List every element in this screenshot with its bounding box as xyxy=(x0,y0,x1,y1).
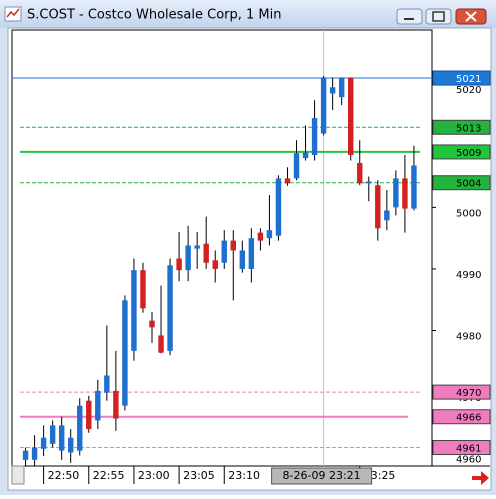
candle-body xyxy=(22,450,29,460)
candle-body xyxy=(95,390,101,421)
candle-body xyxy=(104,375,110,393)
candle-body xyxy=(302,152,309,159)
price-level-label: 4966 xyxy=(456,413,481,424)
candle-body xyxy=(122,300,128,406)
price-level-label: 4961 xyxy=(456,444,481,455)
candle-body xyxy=(329,87,336,94)
candle-body xyxy=(375,185,381,229)
candle-body xyxy=(58,425,65,451)
price-level-tag xyxy=(432,175,491,191)
candle-body xyxy=(284,178,291,184)
y-tick-label: 4980 xyxy=(456,332,481,343)
candle-body xyxy=(77,405,83,451)
candle-body xyxy=(203,243,209,263)
y-tick-label: 4990 xyxy=(456,270,481,281)
candle-body xyxy=(40,437,47,449)
candle-body xyxy=(221,240,227,263)
candle-body xyxy=(86,400,92,430)
candle-body xyxy=(384,210,390,221)
maximize-icon xyxy=(432,11,445,22)
candle-body xyxy=(320,78,327,134)
candle-body xyxy=(140,270,146,309)
y-tick-label: 4960 xyxy=(456,455,481,466)
price-level-label: 5013 xyxy=(456,123,481,134)
scroll-handle[interactable] xyxy=(11,465,25,485)
candle-body xyxy=(357,163,363,184)
candle-body xyxy=(411,165,417,209)
y-tick-label: 5020 xyxy=(456,85,481,96)
candle-body xyxy=(149,320,155,328)
candle-body xyxy=(49,425,56,444)
x-tick-label: 23:05 xyxy=(183,469,215,482)
candle-body xyxy=(230,240,236,251)
candle-body xyxy=(31,447,38,460)
candle-body xyxy=(266,230,273,239)
candle-body xyxy=(167,265,173,351)
candle-body xyxy=(68,437,74,453)
price-level-label: 5009 xyxy=(456,148,481,159)
app-icon-line xyxy=(6,8,20,18)
candle-body xyxy=(185,245,191,271)
close-icon xyxy=(465,11,477,22)
price-level-tag xyxy=(432,440,491,456)
candle-body xyxy=(158,335,164,353)
candle-body xyxy=(402,178,408,209)
price-level-tag xyxy=(432,144,491,160)
candle-body xyxy=(293,153,300,179)
candle-body xyxy=(131,270,137,351)
candle-body xyxy=(348,77,354,156)
candle-body xyxy=(366,181,372,184)
x-tick-label: 22:55 xyxy=(93,469,125,482)
window-title: S.COST - Costco Wholesale Corp, 1 Min xyxy=(27,8,281,23)
price-level-tag xyxy=(432,119,491,135)
price-level-tag xyxy=(432,384,491,400)
candle-body xyxy=(194,245,200,249)
minimize-button[interactable] xyxy=(396,8,423,25)
candle-body xyxy=(311,118,318,156)
crosshair-label-box xyxy=(271,467,373,485)
candle-body xyxy=(212,260,218,269)
candle-body xyxy=(275,178,282,236)
price-level-label: 5021 xyxy=(456,74,481,85)
y-tick-label: 5000 xyxy=(456,208,481,219)
price-level-label: 5004 xyxy=(456,179,481,190)
candle-body xyxy=(176,258,182,271)
price-level-tag xyxy=(432,409,491,425)
candle-body xyxy=(239,250,246,269)
x-tick-label: 23:00 xyxy=(138,469,170,482)
scroll-right-arrow[interactable] xyxy=(472,471,489,485)
candle-body xyxy=(113,390,119,419)
price-level-tag xyxy=(432,70,491,86)
candle-body xyxy=(338,77,345,98)
x-tick-label: 23:10 xyxy=(228,469,260,482)
candle-body xyxy=(248,238,255,269)
price-level-label: 4970 xyxy=(456,388,481,399)
x-tick-label: 22:50 xyxy=(48,469,80,482)
candle-body xyxy=(393,178,399,208)
crosshair-label: 8-26-09 23:21 xyxy=(283,469,361,482)
candle-body xyxy=(257,232,264,241)
